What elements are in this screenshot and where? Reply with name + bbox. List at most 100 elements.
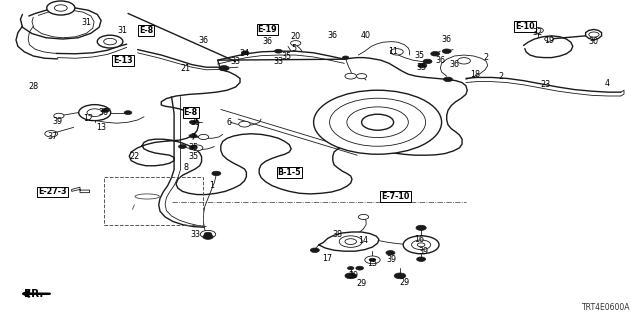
- Circle shape: [79, 105, 111, 121]
- Text: 15: 15: [367, 260, 378, 268]
- Text: 11: 11: [388, 47, 399, 56]
- Circle shape: [204, 232, 212, 236]
- Circle shape: [442, 49, 451, 53]
- Text: 2: 2: [484, 53, 489, 62]
- Circle shape: [102, 108, 109, 112]
- Text: 30: 30: [589, 37, 599, 46]
- Text: 1: 1: [209, 181, 214, 190]
- Circle shape: [203, 234, 213, 239]
- Circle shape: [412, 240, 431, 250]
- Circle shape: [532, 28, 543, 33]
- Text: 35: 35: [414, 51, 424, 60]
- Text: 36: 36: [442, 35, 452, 44]
- Circle shape: [54, 113, 64, 118]
- Circle shape: [104, 38, 116, 45]
- Text: 36: 36: [262, 37, 273, 46]
- Circle shape: [423, 59, 432, 64]
- Circle shape: [362, 114, 394, 130]
- Circle shape: [394, 273, 406, 279]
- Circle shape: [45, 131, 58, 137]
- Text: 40: 40: [361, 31, 371, 40]
- Text: 8: 8: [183, 163, 188, 172]
- Circle shape: [348, 267, 354, 270]
- Circle shape: [189, 120, 197, 124]
- Circle shape: [390, 49, 403, 55]
- Circle shape: [417, 257, 426, 261]
- Circle shape: [219, 66, 229, 71]
- Circle shape: [358, 214, 369, 220]
- Text: 31: 31: [118, 26, 128, 35]
- Text: 28: 28: [28, 82, 38, 91]
- Text: 36: 36: [435, 56, 445, 65]
- Text: 33: 33: [230, 57, 241, 66]
- Circle shape: [191, 145, 203, 151]
- Text: 29: 29: [399, 278, 410, 287]
- Text: 31: 31: [81, 18, 92, 27]
- Text: E-27-3: E-27-3: [38, 188, 67, 196]
- Circle shape: [347, 107, 408, 138]
- Text: 38: 38: [333, 230, 343, 239]
- Text: 20: 20: [291, 32, 301, 41]
- Text: 23: 23: [540, 80, 550, 89]
- Circle shape: [241, 51, 249, 55]
- Text: 32: 32: [532, 28, 543, 36]
- Text: 5: 5: [292, 44, 297, 52]
- Circle shape: [418, 63, 427, 68]
- Circle shape: [212, 171, 221, 176]
- Circle shape: [54, 5, 67, 11]
- Circle shape: [198, 134, 209, 140]
- Text: E-7-10: E-7-10: [381, 192, 410, 201]
- Circle shape: [403, 236, 439, 254]
- Text: E-10: E-10: [515, 22, 534, 31]
- Circle shape: [458, 58, 470, 64]
- Text: 35: 35: [416, 63, 426, 72]
- Circle shape: [444, 77, 452, 82]
- Text: 37: 37: [47, 132, 58, 141]
- Text: 35: 35: [190, 118, 200, 127]
- Text: B-1-5: B-1-5: [278, 168, 301, 177]
- Circle shape: [314, 90, 442, 154]
- Circle shape: [330, 98, 426, 146]
- Text: 36: 36: [198, 36, 209, 44]
- Circle shape: [124, 111, 132, 115]
- Text: 4: 4: [604, 79, 609, 88]
- Text: E-19: E-19: [258, 25, 277, 34]
- Circle shape: [342, 56, 349, 59]
- Ellipse shape: [135, 194, 159, 199]
- Circle shape: [47, 1, 75, 15]
- Circle shape: [431, 52, 440, 56]
- Text: 18: 18: [470, 70, 480, 79]
- Circle shape: [365, 256, 380, 264]
- Text: 13: 13: [96, 123, 106, 132]
- Circle shape: [200, 230, 216, 238]
- Text: E-8: E-8: [139, 26, 153, 35]
- Text: 17: 17: [323, 254, 333, 263]
- Text: 39: 39: [348, 271, 358, 280]
- Circle shape: [369, 258, 376, 261]
- Polygon shape: [72, 187, 90, 193]
- Text: 2: 2: [498, 72, 503, 81]
- Text: 35: 35: [188, 152, 198, 161]
- Text: E-13: E-13: [113, 56, 132, 65]
- Text: 19: 19: [544, 36, 554, 44]
- Text: 36: 36: [328, 31, 338, 40]
- Text: 39: 39: [387, 255, 397, 264]
- Circle shape: [339, 236, 362, 247]
- Text: TRT4E0600A: TRT4E0600A: [582, 303, 630, 312]
- Text: 35: 35: [188, 143, 198, 152]
- Text: 22: 22: [129, 152, 140, 161]
- Circle shape: [345, 239, 356, 244]
- Circle shape: [589, 32, 599, 37]
- Circle shape: [179, 145, 186, 148]
- Text: 24: 24: [239, 49, 250, 58]
- Circle shape: [87, 109, 102, 116]
- Text: 35: 35: [282, 52, 292, 60]
- Text: FR.: FR.: [24, 289, 43, 299]
- Circle shape: [417, 243, 425, 247]
- Text: 36: 36: [449, 60, 460, 68]
- Text: 7: 7: [191, 133, 196, 142]
- Circle shape: [345, 73, 356, 79]
- Bar: [104, 177, 203, 225]
- Circle shape: [239, 121, 250, 127]
- Circle shape: [545, 37, 554, 41]
